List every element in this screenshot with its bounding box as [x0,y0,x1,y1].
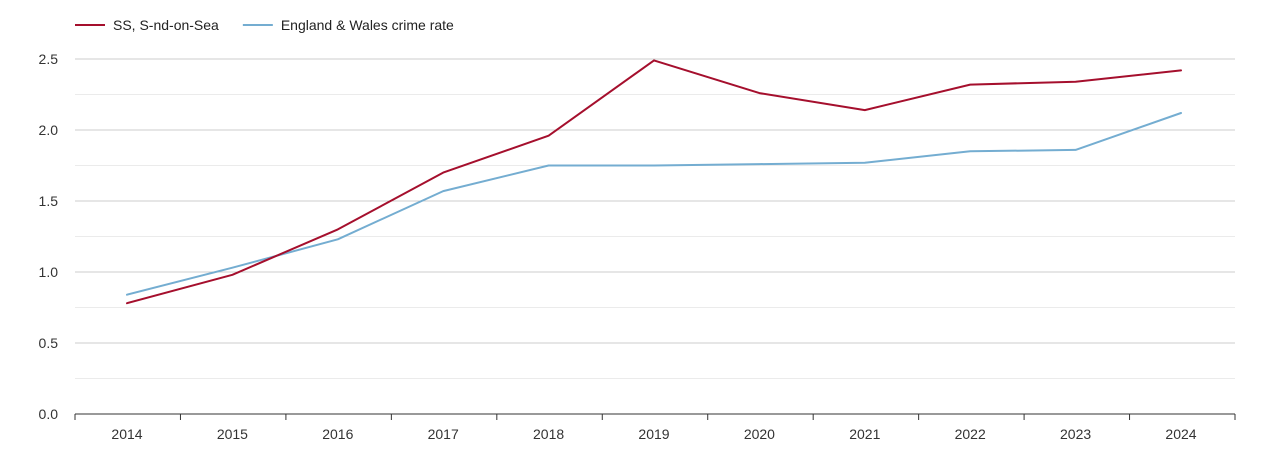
legend-label: England & Wales crime rate [281,17,454,33]
x-tick-label: 2016 [322,426,353,442]
series-line-1 [126,112,1182,296]
x-tick-label: 2017 [428,426,459,442]
series-lines [126,59,1182,305]
y-tick-label: 1.5 [39,193,59,209]
y-tick-label: 0.5 [39,335,59,351]
x-axis: 2014 2015 2016 2017 2018 2019 2020 2021 2022 2023… [74,413,1236,442]
x-tick-label: 2019 [638,426,669,442]
x-tick-label: 2023 [1060,426,1091,442]
legend: SS, S-nd-on-Sea England & Wales crime rat… [75,17,454,33]
series-line-0 [126,59,1182,305]
x-tick-label: 2024 [1165,426,1196,442]
grid [75,58,1235,379]
y-tick-label: 2.0 [39,122,59,138]
legend-label: SS, S-nd-on-Sea [113,17,219,33]
x-tick-label: 2014 [111,426,142,442]
x-tick-label: 2020 [744,426,775,442]
y-axis: 0.0 0.5 1.0 1.5 2.0 2.5 [39,51,59,422]
y-tick-label: 0.0 [39,406,59,422]
y-tick-label: 1.0 [39,264,59,280]
y-tick-label: 2.5 [39,51,59,67]
x-tick-label: 2018 [533,426,564,442]
x-tick-label: 2015 [217,426,248,442]
x-tick-label: 2021 [849,426,880,442]
x-tick-label: 2022 [955,426,986,442]
